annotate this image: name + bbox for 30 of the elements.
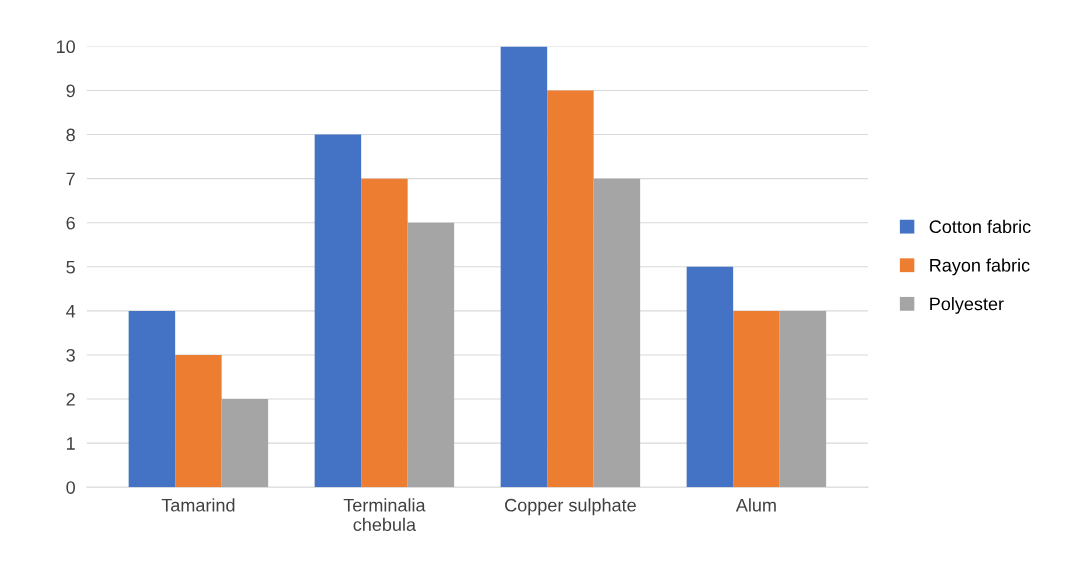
legend-label: Polyester <box>930 297 1004 314</box>
x-tick-label: Terminalia chebula <box>343 498 426 532</box>
bar <box>314 134 362 488</box>
y-tick-label: 2 <box>66 392 75 406</box>
y-tick-label: 0 <box>66 481 75 494</box>
bar <box>686 266 734 488</box>
bar <box>547 90 594 488</box>
y-tick-label: 8 <box>66 128 75 142</box>
y-tick-label: 7 <box>66 172 75 186</box>
bar <box>733 310 780 488</box>
y-tick-label: 1 <box>67 437 75 450</box>
y-tick-label: 6 <box>66 216 75 230</box>
bar <box>500 46 548 488</box>
bar <box>779 310 827 488</box>
y-tick-label: 9 <box>66 84 75 98</box>
x-tick-label: Alum <box>735 498 776 512</box>
x-tick-label: Copper sulphate <box>505 498 636 516</box>
y-tick-label: 5 <box>66 260 75 274</box>
y-tick-label: 4 <box>66 305 76 318</box>
bar <box>593 178 641 488</box>
bar <box>407 222 455 488</box>
bar <box>128 310 176 488</box>
bar <box>221 399 269 488</box>
bar <box>361 178 408 488</box>
x-tick-label: Tamarind <box>161 498 235 512</box>
y-tick-label: 10 <box>56 40 75 54</box>
y-tick-label: 3 <box>66 348 75 362</box>
bar <box>175 354 222 488</box>
legend-label: Rayon fabric <box>930 258 1030 276</box>
legend-label: Cotton fabric <box>929 219 1031 234</box>
